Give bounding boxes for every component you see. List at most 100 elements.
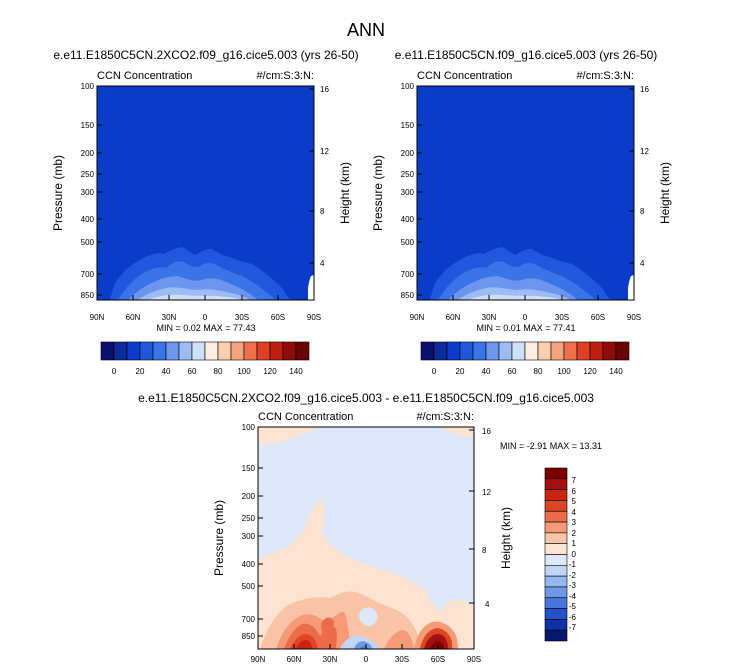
y-right-tick-label: 8 xyxy=(640,207,645,216)
colorbar-swatches xyxy=(544,467,568,642)
y-tick-label: 200 xyxy=(81,149,95,158)
y-tick-label: 200 xyxy=(242,492,256,501)
colorbar-label: 5 xyxy=(572,497,577,506)
x-tick-label: 60S xyxy=(271,313,285,322)
y-right-tick-label: 4 xyxy=(320,259,325,268)
contour-fill xyxy=(628,275,634,300)
colorbar-swatch xyxy=(204,341,219,361)
colorbar-label: 140 xyxy=(289,367,303,376)
colorbar-label: 6 xyxy=(572,487,577,496)
colorbar-swatch xyxy=(152,341,167,361)
colorbar-swatch xyxy=(563,341,578,361)
y-tick-label: 300 xyxy=(401,188,415,197)
x-tick-label: 0 xyxy=(364,655,369,664)
colorbar-swatch xyxy=(544,619,568,631)
y-right-tick-label: 8 xyxy=(482,546,487,555)
colorbar-swatch xyxy=(589,341,604,361)
colorbar-swatch xyxy=(537,341,552,361)
colorbar-swatch xyxy=(511,341,526,361)
panel-1-colorbar: 0 20 40 60 80 100 120 140 xyxy=(100,341,310,376)
colorbar-label: 4 xyxy=(572,508,577,517)
panel-1-y-axis: 100 150 200 250 300 400 500 700 850 xyxy=(81,82,102,300)
y-tick-label: 300 xyxy=(81,188,95,197)
panel-3: e.e11.E1850C5CN.2XCO2.f09_g16.cice5.003 … xyxy=(138,391,602,664)
colorbar-swatch xyxy=(256,341,271,361)
colorbar-swatch xyxy=(602,341,617,361)
x-tick-label: 30N xyxy=(323,655,338,664)
contour-fill xyxy=(384,630,414,649)
colorbar-swatch xyxy=(282,341,297,361)
colorbar-label: 20 xyxy=(456,367,465,376)
panel-3-y-right-axis: 16 12 8 4 xyxy=(469,427,491,609)
colorbar-label: 2 xyxy=(572,529,577,538)
panel-3-title: e.e11.E1850C5CN.2XCO2.f09_g16.cice5.003 … xyxy=(138,391,594,405)
x-tick-label: 90N xyxy=(251,655,266,664)
panel-2-y-right-axis: 16 12 8 4 xyxy=(629,85,649,268)
y-tick-label: 400 xyxy=(242,560,256,569)
panel-2-ylabel-right: Height (km) xyxy=(658,162,672,224)
colorbar-swatch xyxy=(576,341,591,361)
colorbar-label: -2 xyxy=(569,571,577,580)
y-tick-label: 700 xyxy=(242,615,256,624)
y-tick-label: 150 xyxy=(81,121,95,130)
x-tick-label: 90S xyxy=(627,313,641,322)
colorbar-swatch xyxy=(126,341,141,361)
colorbar-label: -7 xyxy=(569,623,577,632)
colorbar-label: 120 xyxy=(263,367,277,376)
contour-fill xyxy=(359,607,378,626)
panel-2: e.e11.E1850C5CN.f09_g16.cice5.003 (yrs 2… xyxy=(371,48,672,376)
x-tick-label: 60N xyxy=(287,655,302,664)
colorbar-swatch xyxy=(550,341,565,361)
panel-1-stats: MIN = 0.02 MAX = 77.43 xyxy=(156,323,255,333)
panel-3-ylabel-right: Height (km) xyxy=(499,507,513,569)
panel-1-ylabel-right: Height (km) xyxy=(338,162,352,224)
y-tick-label: 500 xyxy=(242,582,256,591)
y-right-tick-label: 16 xyxy=(482,427,491,436)
contour-fill xyxy=(296,640,312,649)
x-tick-label: 30S xyxy=(555,313,569,322)
panel-2-colorbar: 0 20 40 60 80 100 120 140 xyxy=(420,341,630,376)
x-tick-label: 30N xyxy=(482,313,497,322)
colorbar-swatch xyxy=(446,341,461,361)
panel-3-contour-field xyxy=(258,427,474,649)
colorbar-swatch xyxy=(615,341,630,361)
colorbar-swatch xyxy=(139,341,154,361)
y-tick-label: 100 xyxy=(242,423,256,432)
y-right-tick-label: 12 xyxy=(320,147,329,156)
colorbar-label: -3 xyxy=(569,581,577,590)
y-tick-label: 500 xyxy=(81,238,95,247)
colorbar-label: 1 xyxy=(572,539,577,548)
colorbar-label: -6 xyxy=(569,613,577,622)
colorbar-label: 80 xyxy=(214,367,223,376)
colorbar-swatch xyxy=(100,341,115,361)
y-tick-label: 150 xyxy=(401,121,415,130)
y-tick-label: 700 xyxy=(81,270,95,279)
colorbar-label: -4 xyxy=(569,592,577,601)
panel-2-units: #/cm:S:3:N: xyxy=(577,70,634,82)
y-tick-label: 100 xyxy=(401,82,415,91)
panel-1-contour-field xyxy=(97,86,314,300)
panel-2-x-axis: 90N 60N 30N 0 30S 60S 90S xyxy=(410,295,641,322)
y-tick-label: 150 xyxy=(242,464,256,473)
colorbar-swatch xyxy=(472,341,487,361)
x-tick-label: 60N xyxy=(446,313,461,322)
colorbar-label: 60 xyxy=(508,367,517,376)
colorbar-label: 40 xyxy=(162,367,171,376)
x-tick-label: 90N xyxy=(90,313,105,322)
colorbar-label: 20 xyxy=(136,367,145,376)
colorbar-label: 120 xyxy=(583,367,597,376)
colorbar-swatch xyxy=(485,341,500,361)
y-tick-label: 300 xyxy=(242,532,256,541)
y-tick-label: 100 xyxy=(81,82,95,91)
colorbar-labels: 0 20 40 60 80 100 120 140 xyxy=(432,367,623,376)
contour-fill xyxy=(440,427,474,437)
y-right-tick-label: 12 xyxy=(482,488,491,497)
colorbar-label: 80 xyxy=(534,367,543,376)
y-tick-label: 850 xyxy=(242,632,256,641)
colorbar-swatch xyxy=(544,608,568,620)
colorbar-swatch xyxy=(217,341,232,361)
colorbar-swatch xyxy=(498,341,513,361)
contour-fill xyxy=(321,617,334,636)
x-tick-label: 30N xyxy=(162,313,177,322)
colorbar-labels: 0 20 40 60 80 100 120 140 xyxy=(112,367,303,376)
